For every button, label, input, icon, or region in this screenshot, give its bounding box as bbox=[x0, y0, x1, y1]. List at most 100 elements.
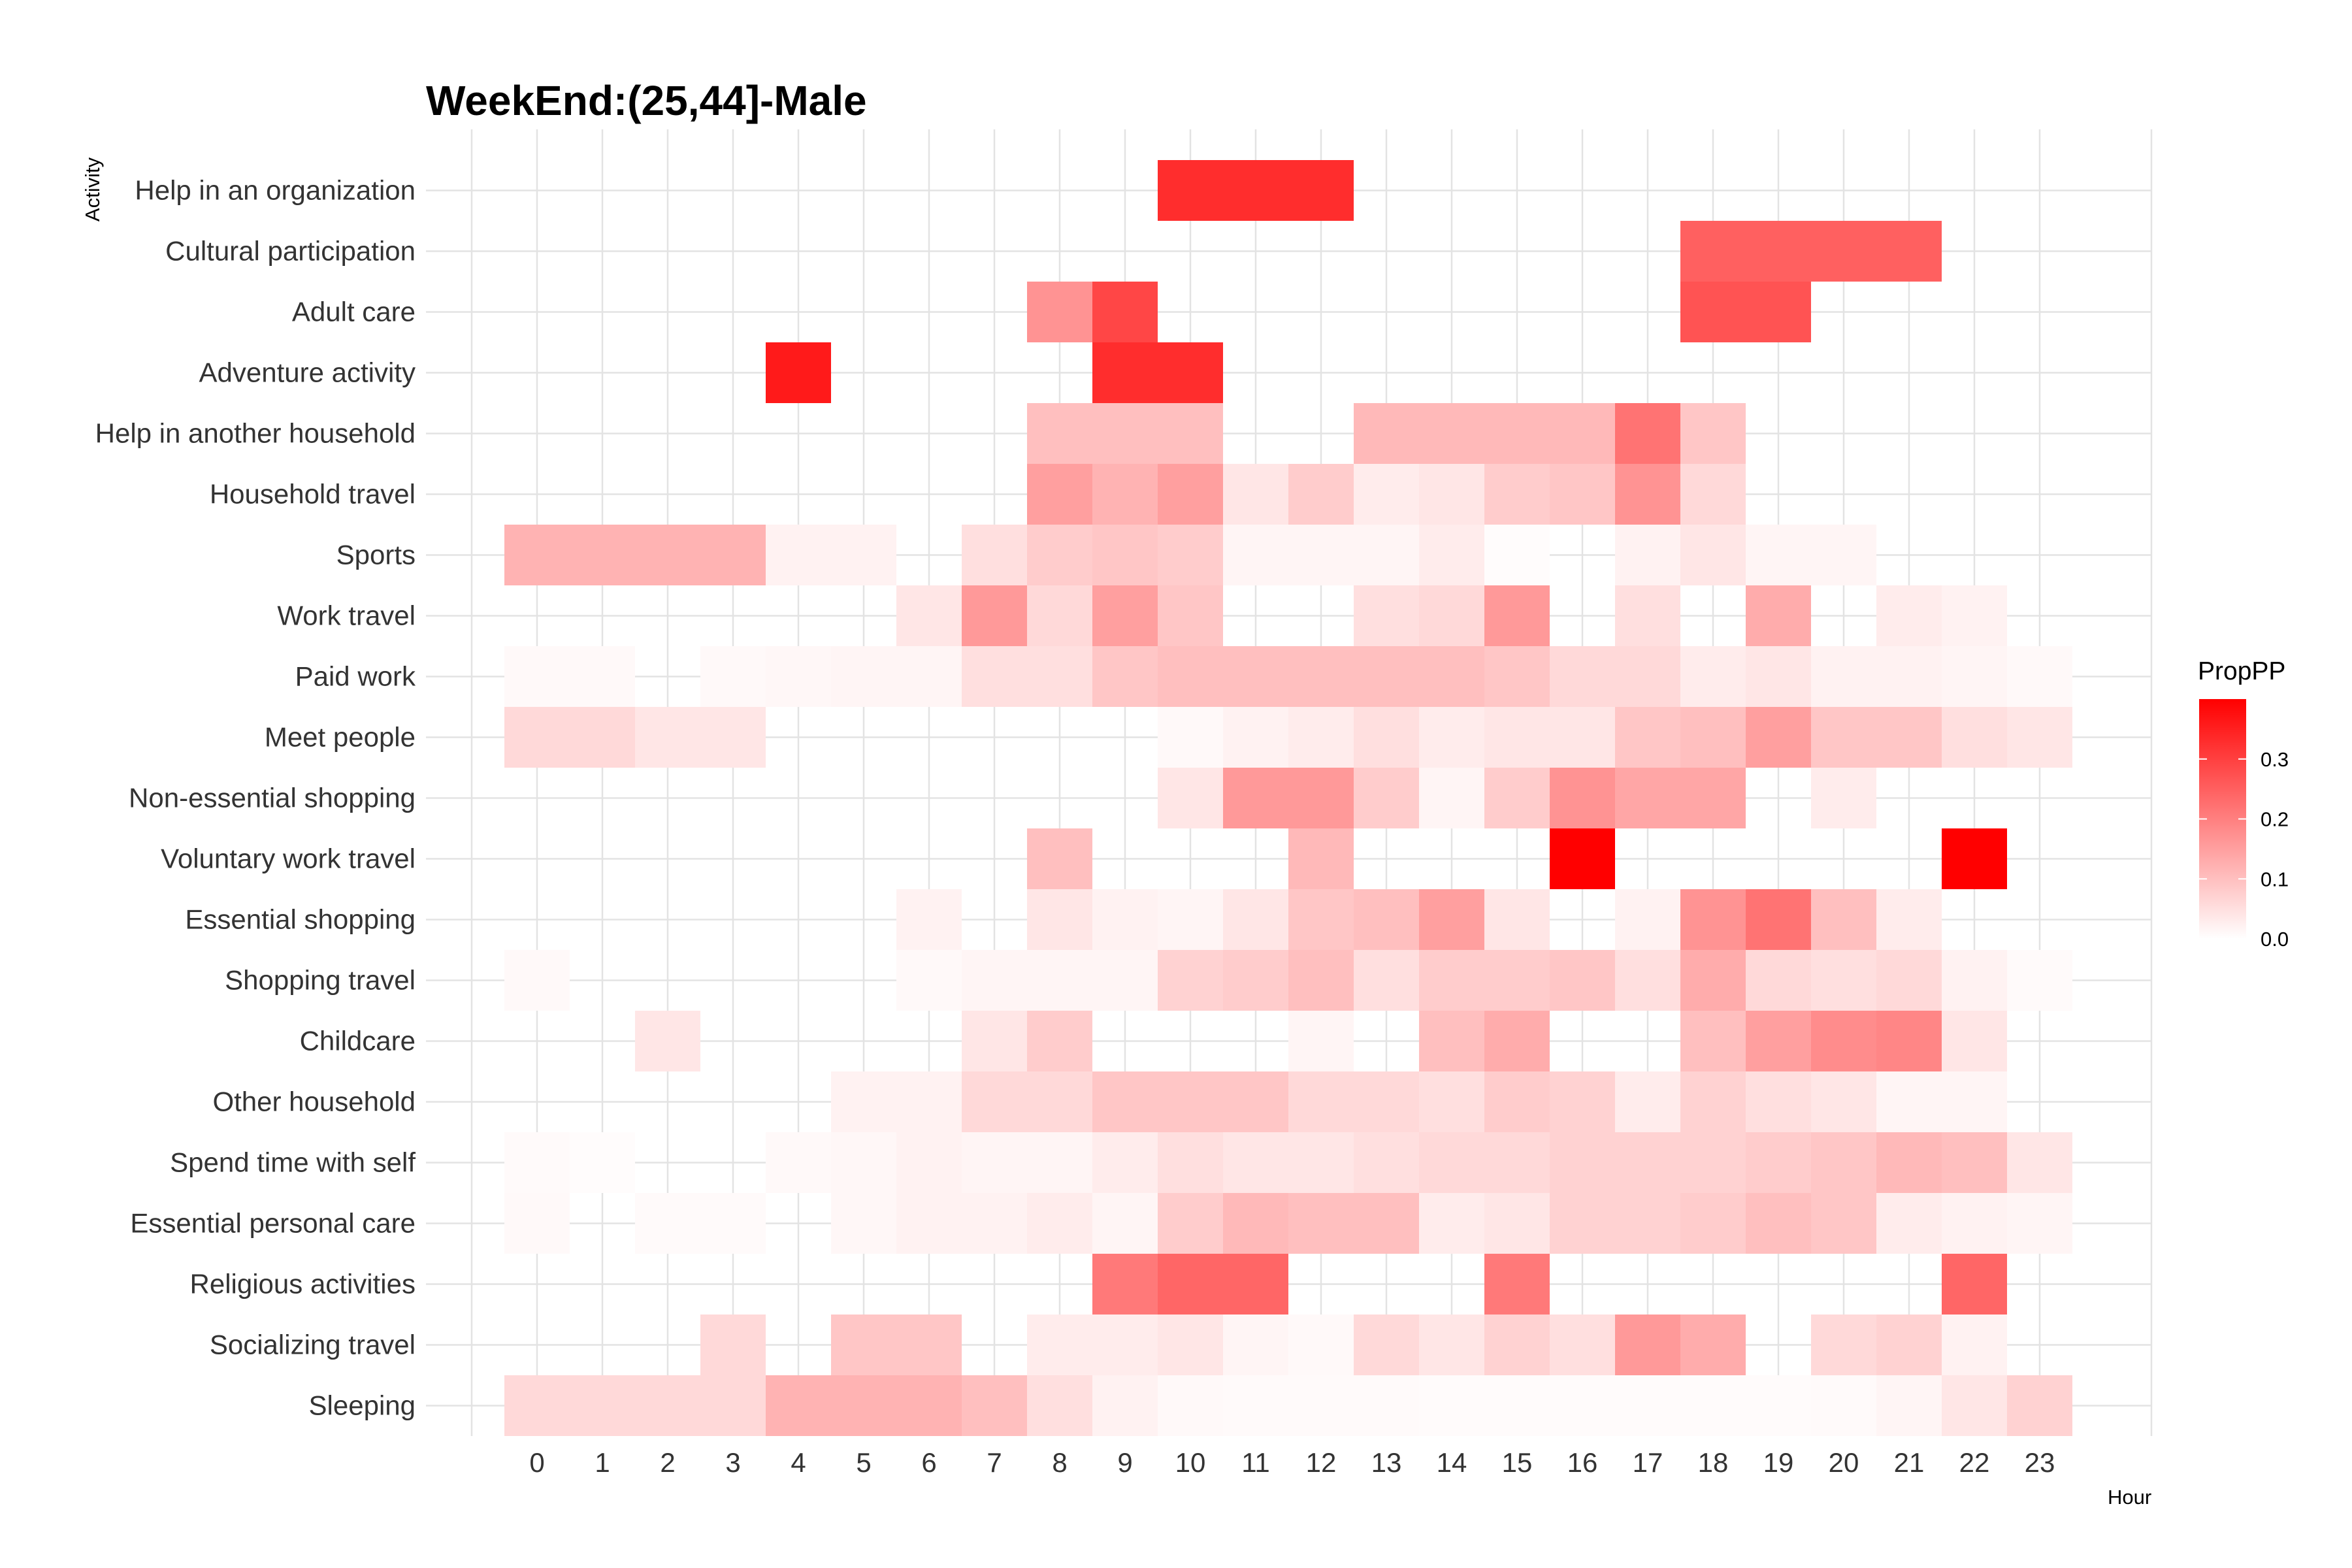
heatmap-cell bbox=[1876, 221, 1942, 282]
heatmap-cell bbox=[1288, 525, 1354, 585]
heatmap-cell bbox=[1550, 1315, 1615, 1375]
heatmap-cell bbox=[1288, 707, 1354, 768]
heatmap-cell bbox=[896, 1132, 962, 1193]
heatmap-cell bbox=[1419, 1132, 1484, 1193]
heatmap-cell bbox=[896, 1315, 962, 1375]
heatmap-cell bbox=[635, 1011, 700, 1071]
heatmap-cell bbox=[1811, 1193, 1876, 1254]
heatmap-cell bbox=[1354, 768, 1419, 828]
heatmap-cell bbox=[1288, 464, 1354, 525]
heatmap-cell bbox=[1680, 889, 1746, 950]
heatmap-cell bbox=[635, 707, 700, 768]
y-tick-label: Socializing travel bbox=[210, 1330, 416, 1360]
heatmap-cell bbox=[2007, 1193, 2072, 1254]
heatmap-cell bbox=[1811, 221, 1876, 282]
heatmap-cell bbox=[1680, 403, 1746, 464]
heatmap-cell bbox=[831, 1193, 896, 1254]
heatmap-cell bbox=[766, 1132, 831, 1193]
heatmap-cell bbox=[1288, 1315, 1354, 1375]
heatmap-cell bbox=[1354, 525, 1419, 585]
heatmap-cell bbox=[896, 646, 962, 707]
y-tick-label: Sleeping bbox=[309, 1390, 416, 1421]
x-tick-label: 0 bbox=[529, 1447, 544, 1478]
heatmap-cell bbox=[1680, 768, 1746, 828]
heatmap-cell bbox=[1942, 1193, 2007, 1254]
heatmap-cell bbox=[1092, 342, 1158, 403]
x-tick-label: 9 bbox=[1117, 1447, 1132, 1478]
x-tick-label: 12 bbox=[1306, 1447, 1337, 1478]
heatmap-cell bbox=[570, 1132, 635, 1193]
heatmap-cell bbox=[635, 525, 700, 585]
heatmap-cell bbox=[1680, 1193, 1746, 1254]
heatmap-cell bbox=[635, 1375, 700, 1436]
heatmap-cell bbox=[1288, 950, 1354, 1011]
heatmap-cell bbox=[1092, 525, 1158, 585]
heatmap-cell bbox=[1223, 1254, 1288, 1315]
heatmap-cell bbox=[1158, 1315, 1223, 1375]
heatmap-cell bbox=[1288, 646, 1354, 707]
heatmap-cell bbox=[1027, 1375, 1092, 1436]
heatmap-cell bbox=[962, 1071, 1027, 1132]
heatmap-cell bbox=[1354, 646, 1419, 707]
heatmap-cell bbox=[1615, 403, 1680, 464]
legend-title: PropPP bbox=[2198, 657, 2285, 685]
heatmap-cell bbox=[1746, 1071, 1811, 1132]
heatmap-cell bbox=[1092, 1132, 1158, 1193]
heatmap-cell bbox=[1615, 1071, 1680, 1132]
heatmap-cell bbox=[1550, 1193, 1615, 1254]
heatmap-cell bbox=[1550, 403, 1615, 464]
legend-tick-label: 0.0 bbox=[2261, 928, 2289, 951]
heatmap-cell bbox=[1680, 525, 1746, 585]
heatmap-cell bbox=[1419, 403, 1484, 464]
heatmap-cell bbox=[1419, 585, 1484, 646]
heatmap-cell bbox=[1158, 1132, 1223, 1193]
heatmap-cell bbox=[1811, 1132, 1876, 1193]
y-tick-label: Work travel bbox=[277, 600, 416, 631]
heatmap-cell bbox=[1680, 282, 1746, 342]
x-tick-label: 14 bbox=[1437, 1447, 1467, 1478]
legend-ticks: 0.0 0.1 0.2 0.3 bbox=[2199, 748, 2289, 951]
heatmap-cell bbox=[1746, 707, 1811, 768]
heatmap-cell bbox=[1942, 1315, 2007, 1375]
heatmap-cell bbox=[962, 1193, 1027, 1254]
heatmap-cell bbox=[1288, 1375, 1354, 1436]
heatmap-cell bbox=[831, 1315, 896, 1375]
y-tick-label: Childcare bbox=[300, 1026, 416, 1056]
heatmap-cell bbox=[570, 525, 635, 585]
heatmap-cell bbox=[700, 1193, 766, 1254]
heatmap-cell bbox=[1354, 585, 1419, 646]
heatmap-cell bbox=[1484, 707, 1550, 768]
heatmap-cell bbox=[962, 1011, 1027, 1071]
heatmap-cell bbox=[1942, 646, 2007, 707]
heatmap-cell bbox=[1354, 1132, 1419, 1193]
heatmap-cell bbox=[504, 950, 570, 1011]
heatmap-cell bbox=[1288, 1071, 1354, 1132]
heatmap-cell bbox=[1223, 950, 1288, 1011]
heatmap-cell bbox=[1746, 1193, 1811, 1254]
heatmap-cell bbox=[1158, 464, 1223, 525]
heatmap-cell bbox=[896, 585, 962, 646]
heatmap-cell bbox=[1811, 1375, 1876, 1436]
x-tick-label: 6 bbox=[921, 1447, 936, 1478]
heatmap-cell bbox=[1092, 1071, 1158, 1132]
heatmap-cell bbox=[1158, 342, 1223, 403]
heatmap-cell bbox=[1288, 889, 1354, 950]
heatmap-cell bbox=[1876, 950, 1942, 1011]
heatmap-cell bbox=[962, 646, 1027, 707]
heatmap-cell bbox=[1158, 768, 1223, 828]
heatmap-cell bbox=[504, 646, 570, 707]
heatmap-cell bbox=[1876, 1315, 1942, 1375]
heatmap-cell bbox=[1942, 1011, 2007, 1071]
heatmap-cell bbox=[1550, 950, 1615, 1011]
y-tick-label: Paid work bbox=[295, 661, 416, 692]
heatmap-cell bbox=[1027, 1011, 1092, 1071]
heatmap-cell bbox=[1484, 1071, 1550, 1132]
heatmap-cell bbox=[1354, 950, 1419, 1011]
y-tick-label: Voluntary work travel bbox=[161, 843, 416, 874]
y-tick-label: Sports bbox=[336, 540, 416, 570]
heatmap-cell bbox=[1158, 950, 1223, 1011]
heatmap-cell bbox=[1615, 525, 1680, 585]
heatmap-cell bbox=[1027, 585, 1092, 646]
heatmap-cell bbox=[1550, 646, 1615, 707]
